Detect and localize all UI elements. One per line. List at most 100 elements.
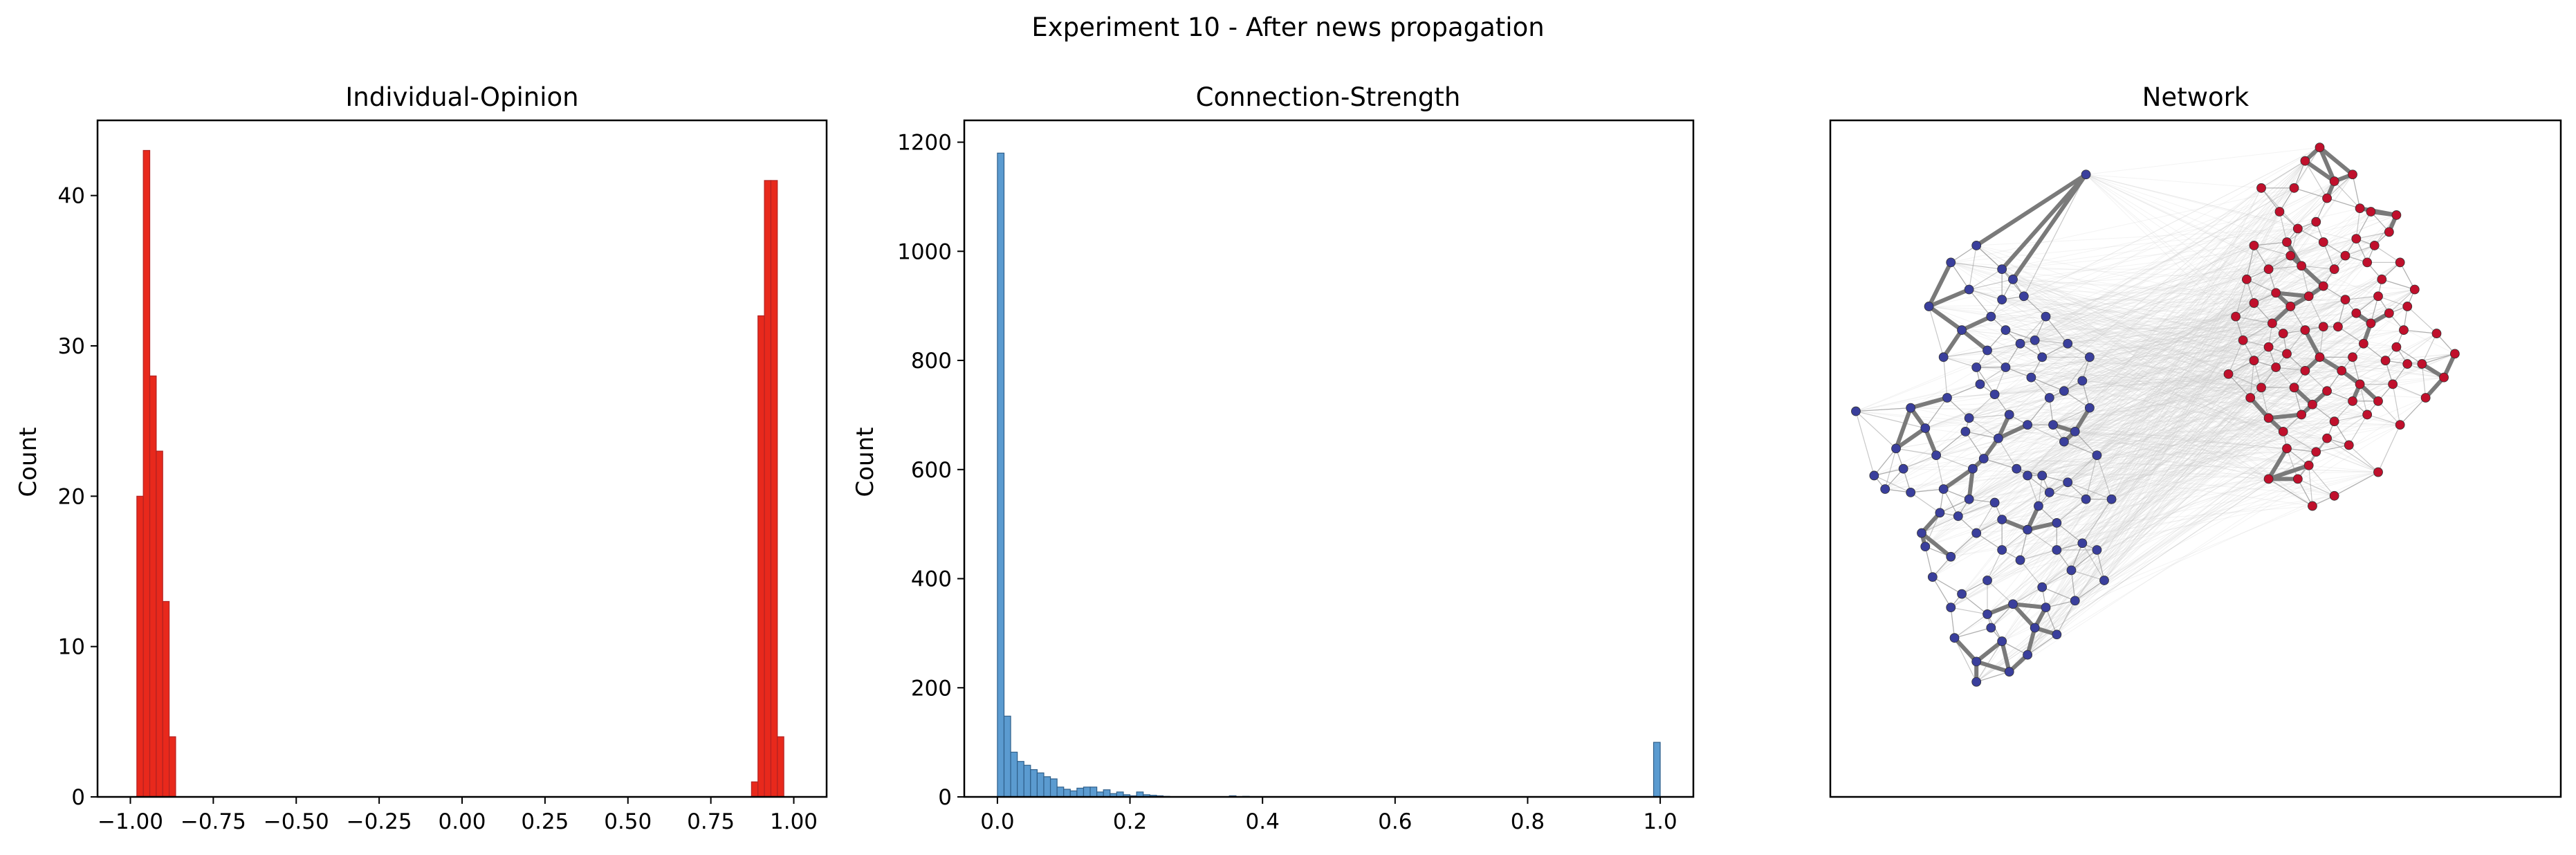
network-edge-weak <box>1951 261 2415 290</box>
network-edge <box>1969 268 2003 291</box>
network-edge-weak <box>2057 353 2456 524</box>
network-edge-weak <box>2074 241 2288 432</box>
network-edge-weak <box>1990 387 2262 628</box>
network-edge-weak <box>1895 363 2408 449</box>
network-edge-weak <box>1921 360 2254 534</box>
network-edge-weak <box>2071 340 2244 571</box>
network-edge-weak <box>2027 302 2254 655</box>
network-edge-strong <box>1923 425 1939 458</box>
network-edge-weak <box>1991 313 2390 628</box>
network-edge-weak <box>2045 316 2302 415</box>
network-node <box>2377 274 2387 284</box>
network-edge-weak <box>1994 329 2404 395</box>
panel-2-frame <box>963 119 1695 798</box>
network-node <box>2048 420 2058 430</box>
network-node <box>2399 325 2409 335</box>
network-edge-weak <box>1976 414 2368 683</box>
network-edge <box>2407 353 2456 365</box>
network-node <box>2300 156 2310 166</box>
network-edge-weak <box>2074 431 2349 445</box>
network-edge-weak <box>1929 306 2437 334</box>
network-edge-weak <box>1994 245 2375 503</box>
network-edge-weak <box>1925 417 2269 547</box>
network-edge-weak <box>2031 292 2276 378</box>
network-edge-weak <box>1954 383 2360 638</box>
network-edge <box>1987 580 2014 605</box>
network-edge-strong <box>2000 639 2012 674</box>
network-node <box>2044 393 2054 403</box>
network-edge-weak <box>2042 356 2400 425</box>
network-node <box>2303 460 2314 470</box>
network-edge-weak <box>1969 279 2382 500</box>
network-edge-weak <box>1976 333 2437 683</box>
network-node <box>2311 217 2321 227</box>
network-edge <box>1928 306 1944 358</box>
network-edge <box>1994 367 2006 395</box>
network-edge <box>2286 221 2317 243</box>
network-node <box>2373 291 2383 302</box>
network-edge-weak <box>1951 363 2408 608</box>
network-node <box>1997 295 2007 305</box>
network-edge-weak <box>2067 228 2299 344</box>
network-node <box>2249 356 2259 366</box>
histogram-bar <box>751 781 759 798</box>
network-node <box>2015 338 2025 349</box>
network-edge <box>2019 529 2028 560</box>
network-edge-weak <box>2049 397 2312 405</box>
network-edge-weak <box>2034 387 2294 628</box>
network-edge-weak <box>1951 397 2251 558</box>
y-tick-label: 0 <box>71 785 85 810</box>
network-edge <box>2345 295 2379 300</box>
histogram-bar <box>1030 769 1038 798</box>
network-node <box>2278 329 2288 338</box>
x-tick-label: 0.0 <box>980 809 1014 834</box>
network-edge-weak <box>2063 441 2288 449</box>
network-edge-weak <box>1951 363 2422 608</box>
network-edge-weak <box>1987 241 2288 615</box>
network-node <box>2052 545 2062 555</box>
network-edge-weak <box>1951 261 2360 385</box>
network-node <box>2077 376 2088 386</box>
network-edge-weak <box>2086 174 2375 246</box>
network-edge-weak <box>1958 295 2309 517</box>
network-edge-weak <box>1924 211 2280 547</box>
network-node <box>2077 538 2088 549</box>
network-edge-weak <box>1976 356 2353 662</box>
network-edge-weak <box>1961 279 2247 331</box>
network-edge-weak <box>2027 465 2309 531</box>
network-node <box>1927 572 1938 582</box>
network-edge <box>2304 370 2328 392</box>
network-edge-weak <box>1983 340 2243 459</box>
network-node <box>2282 237 2292 247</box>
network-edge-weak <box>2081 228 2299 544</box>
network-edge-weak <box>2034 340 2364 344</box>
network-edge-weak <box>1958 401 2353 517</box>
panel-1-frame <box>96 119 828 798</box>
network-edge-weak <box>2041 221 2317 476</box>
network-edge-weak <box>2001 472 2379 642</box>
network-edge <box>1932 576 1951 608</box>
network-edge-weak <box>1976 187 2294 368</box>
network-edge <box>2012 587 2043 605</box>
network-edge-weak <box>2074 374 2229 601</box>
network-edge-weak <box>2052 241 2324 425</box>
network-edge-weak <box>2012 279 2309 297</box>
network-edge-weak <box>1921 414 2302 534</box>
network-edge <box>1961 594 1988 615</box>
network-edge-weak <box>2063 383 2393 392</box>
network-edge <box>2301 266 2310 297</box>
network-edge-weak <box>2086 174 2346 300</box>
network-edge <box>2074 431 2097 456</box>
network-edge-weak <box>1987 245 2254 351</box>
network-edge-weak <box>2012 279 2309 466</box>
network-edge <box>2254 241 2288 246</box>
network-edge <box>2392 383 2426 398</box>
network-edge-weak <box>2074 360 2254 601</box>
network-edge-weak <box>2001 295 2379 551</box>
network-edge-strong <box>2357 206 2399 217</box>
network-edge-weak <box>1987 478 2269 581</box>
network-edge-weak <box>1976 241 2288 533</box>
network-edge-weak <box>2063 377 2445 443</box>
network-node <box>2263 264 2274 275</box>
network-edge-weak <box>2027 306 2408 476</box>
